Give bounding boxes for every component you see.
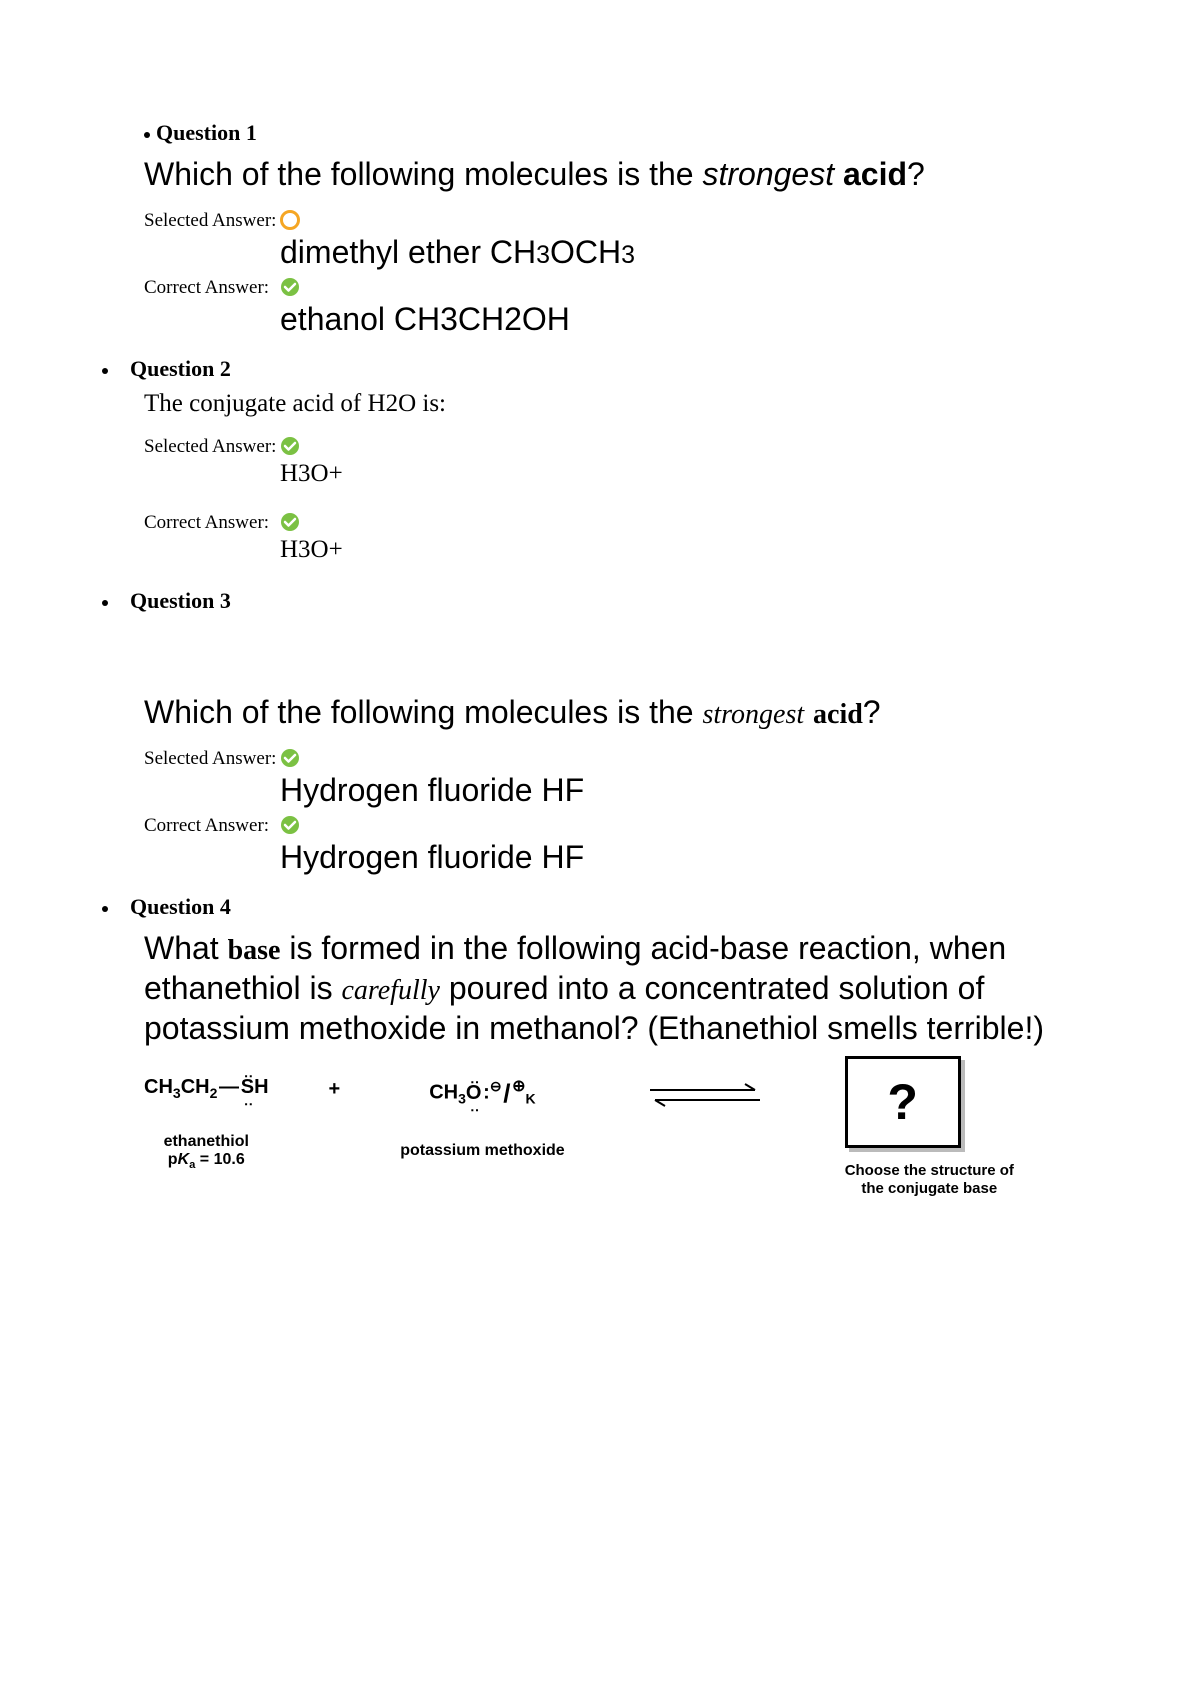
methoxide-formula: CH3O :⊖ / ⊕K: [400, 1076, 564, 1110]
question-2: Question 2 The conjugate acid of H2O is:…: [130, 356, 1070, 582]
question-mark-box: ?: [845, 1056, 961, 1148]
reactant-methoxide: CH3O :⊖ / ⊕K potassium methoxide: [400, 1076, 564, 1160]
q3-selected-label: Selected Answer:: [144, 746, 280, 770]
methoxide-label: potassium methoxide: [400, 1142, 564, 1160]
correct-icon: [280, 815, 300, 835]
q2-correct-label: Correct Answer:: [144, 510, 280, 534]
question-1: Question 1 Which of the following molecu…: [144, 120, 1070, 338]
q1-correct-label: Correct Answer:: [144, 275, 280, 299]
reactant-ethanethiol: CH3CH2 — SH ethanethiol pKa = 10.6: [144, 1076, 269, 1171]
incorrect-icon: [280, 210, 300, 230]
question-4: Question 4 What base is formed in the fo…: [130, 894, 1070, 1198]
question-1-prompt: Which of the following molecules is the …: [144, 154, 1070, 194]
q3-selected-answer: Hydrogen fluoride HF: [280, 772, 584, 809]
q1-selected-label: Selected Answer:: [144, 208, 280, 232]
q2-selected-answer: H3O+: [280, 460, 343, 488]
question-2-prompt: The conjugate acid of H2O is:: [144, 390, 1070, 418]
question-2-header-text: Question 2: [130, 356, 231, 381]
q2-selected-label: Selected Answer:: [144, 434, 280, 458]
q3-correct-row: Correct Answer: Hydrogen fluoride HF: [144, 813, 1070, 876]
product-box: ? Choose the structure ofthe conjugate b…: [845, 1056, 1014, 1198]
q1-selected-answer: dimethyl ether CH3OCH3: [280, 234, 635, 271]
q2-selected-row: Selected Answer: H3O+: [144, 434, 1070, 506]
q1-selected-row: Selected Answer: dimethyl ether CH3OCH3: [144, 208, 1070, 271]
question-2-header: Question 2: [102, 356, 1070, 382]
question-1-header-text: Question 1: [156, 120, 257, 145]
question-1-header: Question 1: [144, 120, 1070, 146]
question-4-header-text: Question 4: [130, 894, 231, 919]
correct-icon: [280, 748, 300, 768]
q3-selected-row: Selected Answer: Hydrogen fluoride HF: [144, 746, 1070, 809]
question-4-prompt: What base is formed in the following aci…: [144, 928, 1070, 1048]
correct-icon: [280, 436, 300, 456]
q2-correct-answer: H3O+: [280, 536, 343, 564]
ethanethiol-formula: CH3CH2 — SH: [144, 1076, 269, 1101]
ethanethiol-label: ethanethiol: [144, 1133, 269, 1151]
plus-sign: +: [269, 1076, 401, 1101]
q3-correct-answer: Hydrogen fluoride HF: [280, 839, 584, 876]
correct-icon: [280, 512, 300, 532]
question-4-header: Question 4: [102, 894, 1070, 920]
question-3-prompt: Which of the following molecules is the …: [144, 692, 1070, 732]
correct-icon: [280, 277, 300, 297]
q3-correct-label: Correct Answer:: [144, 813, 280, 837]
question-3-header: Question 3: [102, 588, 1070, 614]
q2-correct-row: Correct Answer: H3O+: [144, 510, 1070, 582]
reaction-diagram: CH3CH2 — SH ethanethiol pKa = 10.6 + CH3…: [144, 1076, 1070, 1198]
product-box-label: Choose the structure ofthe conjugate bas…: [845, 1162, 1014, 1198]
q1-correct-answer: ethanol CH3CH2OH: [280, 301, 570, 338]
q1-correct-row: Correct Answer: ethanol CH3CH2OH: [144, 275, 1070, 338]
equilibrium-arrows-icon: [565, 1076, 815, 1115]
question-3: Question 3 Which of the following molecu…: [130, 588, 1070, 876]
question-3-header-text: Question 3: [130, 588, 231, 613]
ethanethiol-pka: pKa = 10.6: [144, 1151, 269, 1171]
